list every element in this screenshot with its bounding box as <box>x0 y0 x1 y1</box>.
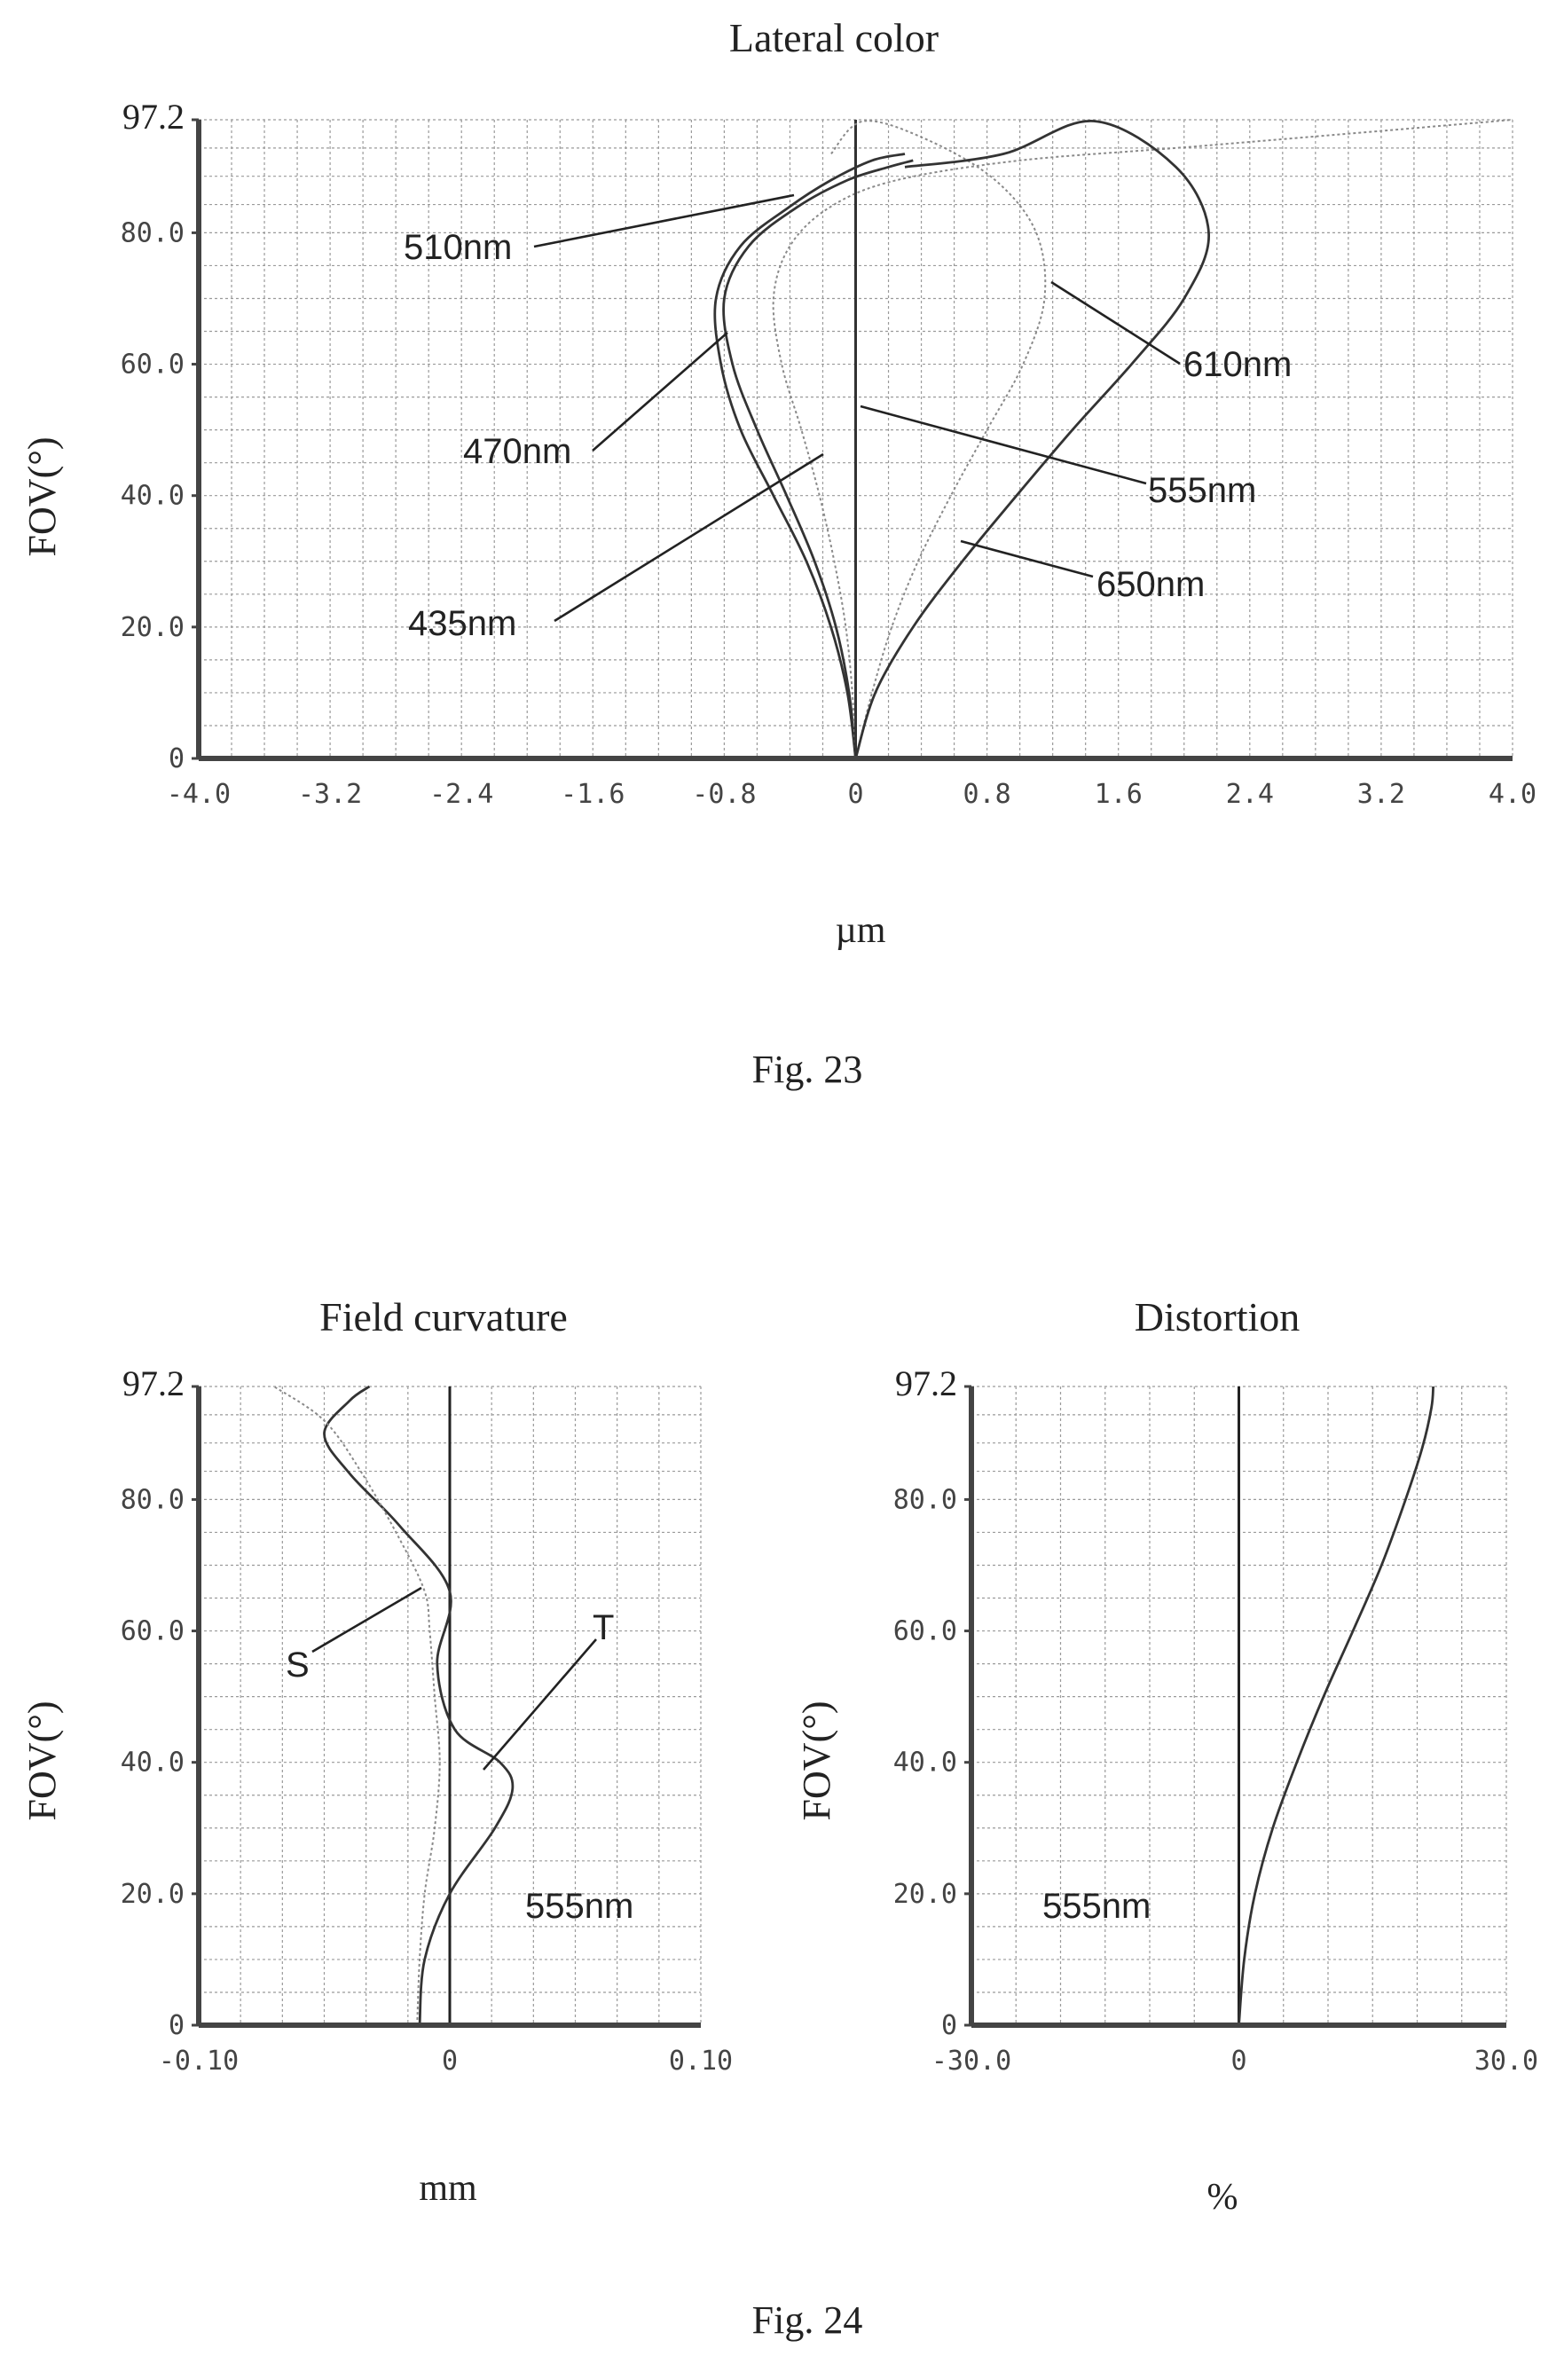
series-line-s <box>273 1386 441 2026</box>
y-tick-label: 80.0 <box>893 1484 957 1515</box>
leader-610nm <box>1050 280 1181 365</box>
leader-435nm <box>554 452 824 623</box>
label-610nm: 610nm <box>1183 345 1292 384</box>
y-tick-label: 60.0 <box>893 1616 957 1647</box>
y-tick-labels: 0 20.0 40.0 60.0 80.0 97.2 <box>121 97 199 774</box>
x-tick-label: -3.2 <box>298 779 362 810</box>
x-tick-labels: -4.0 -3.2 -2.4 -1.6 -0.8 0 0.8 1.6 2.4 3.2 4.0 <box>167 779 1536 810</box>
x-tick-label: 1.6 <box>1095 779 1143 810</box>
leader-T <box>483 1638 597 1771</box>
y-tick-label: 60.0 <box>121 1616 185 1647</box>
y-tick-label: 20.0 <box>121 612 185 643</box>
y-tick-label: 97.2 <box>122 97 185 137</box>
series-line-470nm <box>722 159 914 759</box>
y-tick-label: 60.0 <box>121 350 185 381</box>
x-tick-label: 0 <box>442 2046 458 2077</box>
y-tick-label: 0 <box>941 2010 957 2041</box>
chart-title: Distortion <box>1135 1294 1301 1339</box>
y-tick-labels: 0 20.0 40.0 60.0 80.0 97.2 <box>121 1363 199 2041</box>
y-tick-label: 80.0 <box>121 217 185 248</box>
grid <box>971 1386 1507 2026</box>
x-tick-label: 0.8 <box>963 779 1011 810</box>
x-tick-label: 30.0 <box>1474 2046 1538 2077</box>
label-435nm: 435nm <box>408 604 516 643</box>
figure-caption-23: Fig. 23 <box>752 1048 863 1091</box>
lateral-color-chart: Lateral color 0 20.0 40.0 60.0 80.0 97.2 -4.0… <box>20 15 1536 951</box>
distortion-chart: Distortion 0 20.0 40.0 60.0 80.0 97.2 -30.0 0 3… <box>795 1294 1538 2218</box>
figure-caption-24: Fig. 24 <box>752 2298 863 2342</box>
series-line-435nm <box>713 153 906 759</box>
series-group <box>1238 1386 1434 2026</box>
series-group <box>273 1385 515 2026</box>
y-tick-labels: 0 20.0 40.0 60.0 80.0 97.2 <box>893 1363 971 2041</box>
label-470nm: 470nm <box>463 432 571 471</box>
chart-title: Field curvature <box>319 1294 568 1339</box>
x-tick-label: 0.10 <box>669 2046 733 2077</box>
chart-title: Lateral color <box>729 15 939 60</box>
x-tick-label: 4.0 <box>1489 779 1536 810</box>
leader-555nm <box>860 405 1147 485</box>
x-tick-label: 0 <box>1230 2046 1246 2077</box>
leader-470nm <box>592 332 728 452</box>
series-line-555nm <box>1238 1386 1434 2026</box>
y-tick-label: 40.0 <box>121 481 185 512</box>
y-tick-label: 80.0 <box>121 1484 185 1515</box>
y-tick-label: 97.2 <box>122 1363 185 1403</box>
x-tick-label: 0 <box>847 779 863 810</box>
label-T: T <box>593 1608 614 1647</box>
y-tick-label: 40.0 <box>893 1748 957 1779</box>
y-axis-label: FOV(°) <box>20 437 64 557</box>
x-tick-label: -0.10 <box>159 2046 239 2077</box>
series-line-610nm <box>829 120 1047 759</box>
leader-510nm <box>533 193 795 248</box>
x-axis-label: mm <box>419 2168 477 2209</box>
x-axis-label: % <box>1207 2177 1238 2218</box>
y-axis-label: FOV(°) <box>795 1701 838 1821</box>
x-tick-labels: -0.10 0 0.10 <box>159 2046 733 2077</box>
wavelength-note: 555nm <box>1042 1887 1151 1926</box>
y-tick-label: 0 <box>169 743 185 774</box>
series-line-510nm <box>772 119 1513 759</box>
x-tick-label: -2.4 <box>429 779 493 810</box>
y-tick-label: 40.0 <box>121 1748 185 1779</box>
y-tick-label: 20.0 <box>893 1879 957 1910</box>
x-tick-label: -0.8 <box>692 779 756 810</box>
y-tick-label: 97.2 <box>895 1363 957 1403</box>
y-tick-label: 20.0 <box>121 1879 185 1910</box>
label-555nm: 555nm <box>1148 471 1256 510</box>
x-axis-label: µm <box>836 910 886 951</box>
y-tick-label: 0 <box>169 2010 185 2041</box>
series-group <box>713 119 1513 759</box>
y-axis-label: FOV(°) <box>20 1701 64 1821</box>
series-line-t <box>323 1385 515 2026</box>
grid <box>198 1386 702 2026</box>
label-S: S <box>286 1646 310 1685</box>
x-tick-label: -1.6 <box>561 779 625 810</box>
label-510nm: 510nm <box>404 228 512 267</box>
field-curvature-chart: Field curvature 0 20.0 40.0 60.0 80.0 97.2 -0… <box>20 1294 733 2209</box>
label-650nm: 650nm <box>1096 565 1205 604</box>
x-tick-labels: -30.0 0 30.0 <box>931 2046 1538 2077</box>
wavelength-note: 555nm <box>525 1887 633 1926</box>
x-tick-label: 3.2 <box>1357 779 1405 810</box>
x-tick-label: -4.0 <box>167 779 231 810</box>
leader-650nm <box>960 539 1094 578</box>
x-tick-label: 2.4 <box>1226 779 1274 810</box>
series-line-650nm <box>854 120 1210 759</box>
leader-S <box>311 1586 422 1653</box>
x-tick-label: -30.0 <box>931 2046 1011 2077</box>
